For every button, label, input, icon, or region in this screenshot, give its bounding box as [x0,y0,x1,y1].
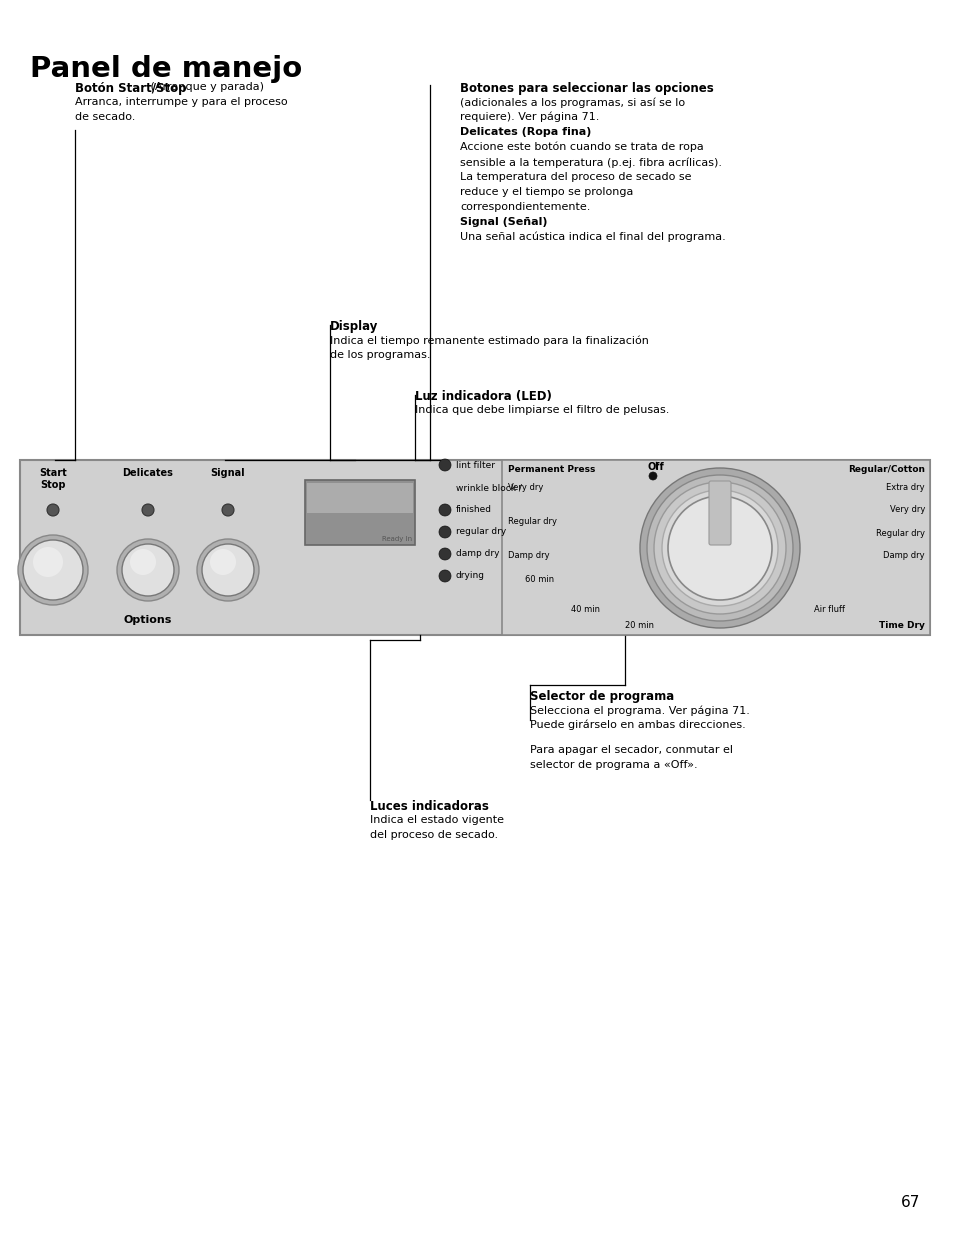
Circle shape [438,504,451,516]
Text: Start
Stop: Start Stop [39,468,67,489]
Text: Signal: Signal [211,468,245,478]
Text: Selecciona el programa. Ver página 71.: Selecciona el programa. Ver página 71. [530,705,749,715]
Text: Options: Options [124,615,172,625]
Text: Indica el estado vigente: Indica el estado vigente [370,815,503,825]
Text: 60 min: 60 min [525,576,554,584]
Text: (adicionales a los programas, si así se lo: (adicionales a los programas, si así se … [459,98,684,107]
Circle shape [654,482,785,614]
Circle shape [646,475,792,621]
Circle shape [222,504,233,516]
Text: Una señal acústica indica el final del programa.: Una señal acústica indica el final del p… [459,232,725,242]
Text: de secado.: de secado. [75,112,135,122]
Circle shape [639,468,800,629]
Circle shape [196,538,258,601]
Text: Para apagar el secador, conmutar el: Para apagar el secador, conmutar el [530,745,732,755]
Text: damp dry: damp dry [456,550,499,558]
Text: 40 min: 40 min [571,605,599,615]
Text: selector de programa a «Off».: selector de programa a «Off». [530,760,697,769]
Circle shape [33,547,63,577]
Text: 67: 67 [900,1195,919,1210]
Text: requiere). Ver página 71.: requiere). Ver página 71. [459,112,598,122]
Circle shape [438,571,451,582]
Text: correspondientemente.: correspondientemente. [459,203,590,212]
Text: Time Dry: Time Dry [879,620,924,630]
Text: Very dry: Very dry [507,483,543,493]
Text: drying: drying [456,572,484,580]
Text: Luces indicadoras: Luces indicadoras [370,800,488,813]
Text: Display: Display [330,320,378,333]
FancyBboxPatch shape [708,480,730,545]
Text: Arranca, interrumpe y para el proceso: Arranca, interrumpe y para el proceso [75,98,287,107]
Text: Botones para seleccionar las opciones: Botones para seleccionar las opciones [459,82,713,95]
Circle shape [202,543,253,597]
FancyBboxPatch shape [307,483,413,513]
Text: Very dry: Very dry [889,505,924,515]
Text: (Arranque y parada): (Arranque y parada) [147,82,264,91]
Text: Air fluff: Air fluff [814,605,844,615]
Text: Indica que debe limpiarse el filtro de pelusas.: Indica que debe limpiarse el filtro de p… [415,405,669,415]
FancyBboxPatch shape [305,480,415,545]
Circle shape [130,550,156,576]
Text: Accione este botón cuando se trata de ropa: Accione este botón cuando se trata de ro… [459,142,703,152]
Text: Damp dry: Damp dry [507,552,549,561]
Text: Botón Start/Stop: Botón Start/Stop [75,82,186,95]
Text: Permanent Press: Permanent Press [507,466,595,474]
Text: Delicates (Ropa fina): Delicates (Ropa fina) [459,127,591,137]
Circle shape [122,543,173,597]
Circle shape [438,526,451,538]
Circle shape [210,550,235,576]
Text: Indica el tiempo remanente estimado para la finalización: Indica el tiempo remanente estimado para… [330,335,648,346]
Text: Regular dry: Regular dry [875,529,924,537]
Text: Panel de manejo: Panel de manejo [30,56,302,83]
Text: La temperatura del proceso de secado se: La temperatura del proceso de secado se [459,172,691,182]
Circle shape [661,490,778,606]
Circle shape [117,538,179,601]
FancyBboxPatch shape [20,459,929,635]
Text: Off: Off [647,462,663,472]
Text: finished: finished [456,505,492,515]
Text: Extra dry: Extra dry [885,483,924,493]
Text: Delicates: Delicates [122,468,173,478]
Circle shape [667,496,771,600]
Text: Ready In: Ready In [381,536,412,542]
Circle shape [18,535,88,605]
Text: Puede girárselo en ambas direcciones.: Puede girárselo en ambas direcciones. [530,720,745,730]
Text: sensible a la temperatura (p.ej. fibra acrílicas).: sensible a la temperatura (p.ej. fibra a… [459,157,721,168]
Circle shape [648,472,657,480]
Circle shape [23,540,83,600]
Circle shape [142,504,153,516]
Text: de los programas.: de los programas. [330,350,430,359]
Text: Regular/Cotton: Regular/Cotton [847,466,924,474]
Text: Selector de programa: Selector de programa [530,690,674,703]
Text: Signal (Señal): Signal (Señal) [459,217,547,227]
Circle shape [438,548,451,559]
Circle shape [47,504,59,516]
Text: reduce y el tiempo se prolonga: reduce y el tiempo se prolonga [459,186,633,198]
Text: Damp dry: Damp dry [882,552,924,561]
FancyBboxPatch shape [501,459,929,635]
Text: Regular dry: Regular dry [507,517,557,526]
Text: regular dry: regular dry [456,527,506,536]
Text: lint filter: lint filter [456,461,495,469]
Circle shape [438,459,451,471]
Text: Luz indicadora (LED): Luz indicadora (LED) [415,390,551,403]
Text: del proceso de secado.: del proceso de secado. [370,830,497,840]
Text: 20 min: 20 min [625,620,654,630]
Text: wrinkle block /: wrinkle block / [456,483,521,493]
